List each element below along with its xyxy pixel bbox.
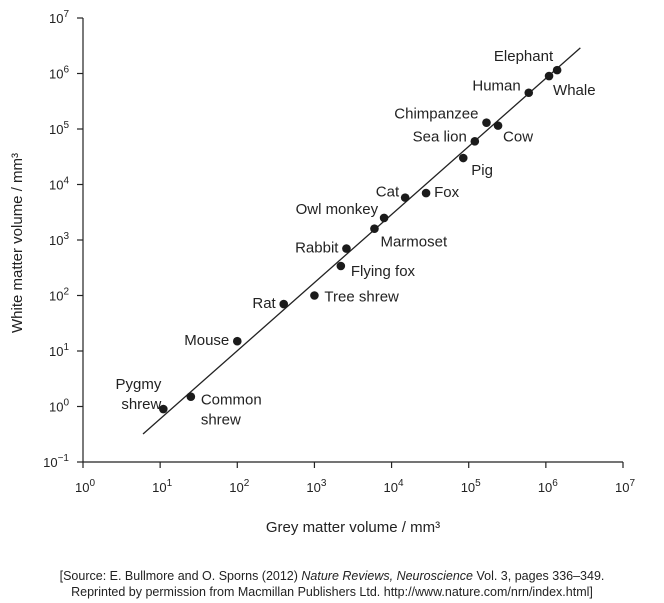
y-tick-label: 107: [49, 9, 69, 26]
scatter-chart: 100 101 102 103 104 105 106 107 10−110010110210…: [9, 9, 635, 536]
y-tick-label: 104: [49, 176, 69, 193]
data-point: [524, 88, 534, 98]
point-label: Rabbit: [295, 240, 339, 257]
y-tick-label: 100: [49, 398, 69, 415]
x-tick-label: 107: [615, 478, 635, 495]
source-prefix: [Source: E. Bullmore and O. Sporns (2012…: [59, 569, 302, 583]
data-point: [159, 404, 168, 414]
y-tick-label: 103: [49, 231, 69, 248]
point-label: Elephant: [494, 48, 554, 65]
data-point: [336, 261, 346, 271]
axes: [82, 18, 623, 463]
fit-line: [142, 47, 581, 435]
x-axis-ticks: 100 101 102 103 104 105 106 107: [75, 462, 635, 495]
point-label: Rat: [252, 295, 276, 312]
point-label: Common shrew: [201, 392, 262, 429]
y-tick-label: 106: [49, 65, 69, 82]
x-tick-label: 101: [152, 478, 172, 495]
data-point: [470, 137, 480, 146]
data-point: [552, 65, 562, 75]
data-point: [493, 121, 503, 130]
point-label: Owl monkey: [296, 201, 379, 218]
point-label: Cow: [503, 129, 533, 146]
data-point: [544, 71, 554, 81]
x-axis-title: Grey matter volume / mm³: [266, 519, 440, 536]
x-tick-label: 102: [229, 478, 249, 495]
point-label: Fox: [434, 184, 460, 201]
point-label: Human: [472, 78, 520, 95]
x-tick-label: 104: [384, 478, 404, 495]
source-reprint-line: Reprinted by permission from Macmillan P…: [71, 585, 593, 599]
point-label: Cat: [376, 184, 400, 201]
data-point: [482, 118, 491, 127]
point-label: Tree shrew: [324, 289, 399, 306]
point-label: Flying fox: [351, 263, 416, 280]
point-label: Pig: [471, 162, 493, 179]
y-axis-title: White matter volume / mm³: [9, 153, 26, 333]
data-point: [370, 224, 379, 233]
x-tick-label: 100: [75, 478, 95, 495]
data-point: [232, 336, 242, 346]
data-point: [279, 299, 289, 309]
x-tick-label: 103: [306, 478, 326, 495]
fit-line-group: [142, 47, 581, 435]
data-point: [310, 291, 319, 300]
y-tick-label: 105: [49, 120, 69, 137]
data-point: [342, 244, 351, 253]
data-point: [400, 193, 410, 202]
data-points: [159, 65, 562, 414]
x-tick-label: 105: [461, 478, 481, 495]
point-label: Mouse: [184, 332, 229, 349]
point-label: Sea lion: [413, 128, 467, 145]
point-label: Chimpanzee: [394, 106, 478, 123]
y-tick-label: 102: [49, 287, 69, 304]
point-label: Pygmy shrew: [115, 376, 161, 413]
point-labels: Pygmy shrew Common shrew Mouse Rat Tree shrew F…: [115, 48, 595, 429]
data-point: [458, 153, 468, 163]
point-label: Marmoset: [380, 234, 448, 251]
y-tick-label: 101: [49, 342, 69, 359]
point-label: Whale: [553, 82, 596, 99]
data-point: [186, 392, 196, 402]
y-axis-ticks: 10−1 100 101 102 103 104 105 106 107: [43, 9, 83, 470]
x-tick-label: 106: [538, 478, 558, 495]
source-details: Vol. 3, pages 336–349.: [473, 569, 605, 583]
source-journal: Nature Reviews, Neuroscience: [301, 569, 474, 583]
source-citation: [Source: E. Bullmore and O. Sporns (2012…: [0, 568, 664, 584]
data-point: [421, 188, 431, 198]
data-point: [379, 213, 389, 223]
y-tick-label: 10−1: [43, 453, 69, 470]
